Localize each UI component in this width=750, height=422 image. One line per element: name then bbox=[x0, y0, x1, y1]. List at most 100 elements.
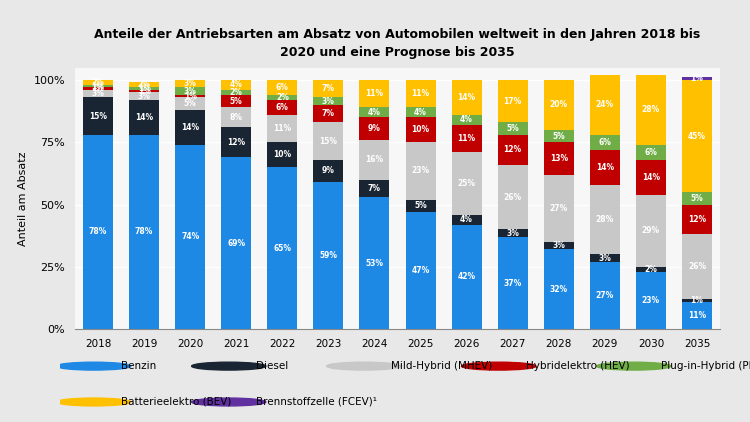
Bar bbox=[359, 117, 389, 140]
Bar bbox=[176, 87, 206, 95]
Text: 6%: 6% bbox=[276, 103, 289, 112]
Text: 14%: 14% bbox=[596, 163, 614, 172]
Text: 12%: 12% bbox=[688, 215, 706, 224]
Bar bbox=[267, 100, 297, 115]
Text: 11%: 11% bbox=[365, 89, 383, 98]
Bar bbox=[129, 90, 159, 92]
Bar bbox=[590, 75, 620, 135]
Text: 3%: 3% bbox=[598, 254, 611, 262]
Text: 3%: 3% bbox=[184, 79, 196, 88]
Bar bbox=[314, 160, 344, 182]
Bar bbox=[544, 80, 574, 130]
Bar bbox=[176, 110, 206, 145]
Text: 17%: 17% bbox=[503, 97, 522, 106]
Text: 5%: 5% bbox=[414, 201, 427, 210]
Text: Brennstoffzelle (FCEV)¹: Brennstoffzelle (FCEV)¹ bbox=[256, 397, 376, 407]
Bar bbox=[498, 165, 528, 230]
Text: 12%: 12% bbox=[227, 138, 245, 147]
Text: 27%: 27% bbox=[596, 291, 614, 300]
Text: 3%: 3% bbox=[138, 92, 151, 101]
Bar bbox=[682, 78, 712, 80]
Text: 14%: 14% bbox=[458, 93, 476, 102]
Text: 15%: 15% bbox=[89, 111, 107, 121]
Bar bbox=[636, 195, 666, 267]
Text: 1%: 1% bbox=[691, 74, 703, 83]
Circle shape bbox=[597, 362, 671, 370]
Text: 4%: 4% bbox=[414, 108, 427, 117]
Text: 13%: 13% bbox=[550, 154, 568, 163]
Bar bbox=[359, 80, 389, 107]
Text: 14%: 14% bbox=[135, 113, 153, 122]
Bar bbox=[314, 80, 344, 97]
Bar bbox=[498, 122, 528, 135]
Bar bbox=[221, 90, 251, 95]
Bar bbox=[682, 299, 712, 302]
Text: 1%: 1% bbox=[138, 87, 151, 96]
Text: 4%: 4% bbox=[460, 115, 473, 124]
Bar bbox=[452, 115, 482, 125]
Circle shape bbox=[57, 398, 130, 406]
Text: 28%: 28% bbox=[642, 106, 660, 114]
Text: Plug-in-Hybrid (PHEG): Plug-in-Hybrid (PHEG) bbox=[661, 361, 750, 371]
Text: 11%: 11% bbox=[688, 311, 706, 320]
Bar bbox=[359, 107, 389, 117]
Bar bbox=[314, 122, 344, 160]
Text: 4%: 4% bbox=[230, 81, 243, 89]
Text: 7%: 7% bbox=[322, 109, 335, 118]
Bar bbox=[314, 97, 344, 105]
Bar bbox=[176, 95, 206, 97]
Text: 7%: 7% bbox=[368, 184, 381, 193]
Bar bbox=[129, 87, 159, 90]
Title: Anteile der Antriebsarten am Absatz von Automobilen weltweit in den Jahren 2018 : Anteile der Antriebsarten am Absatz von … bbox=[94, 28, 700, 60]
Bar bbox=[682, 302, 712, 329]
Bar bbox=[544, 249, 574, 329]
Bar bbox=[682, 192, 712, 205]
Bar bbox=[636, 267, 666, 272]
Bar bbox=[221, 107, 251, 127]
Text: 25%: 25% bbox=[458, 179, 476, 188]
Bar bbox=[221, 95, 251, 107]
Text: 23%: 23% bbox=[642, 296, 660, 305]
Text: 37%: 37% bbox=[503, 279, 522, 287]
Bar bbox=[176, 97, 206, 110]
Bar bbox=[682, 235, 712, 299]
Text: 2%: 2% bbox=[644, 265, 657, 274]
Text: 3%: 3% bbox=[322, 97, 334, 106]
Circle shape bbox=[327, 362, 400, 370]
Text: 23%: 23% bbox=[412, 166, 430, 176]
Bar bbox=[406, 107, 436, 117]
Bar bbox=[176, 145, 206, 329]
Text: 1%: 1% bbox=[92, 84, 104, 93]
Text: 7%: 7% bbox=[322, 84, 335, 93]
Text: 14%: 14% bbox=[181, 123, 200, 132]
Bar bbox=[221, 80, 251, 90]
Text: 2%: 2% bbox=[230, 88, 243, 97]
Text: 24%: 24% bbox=[596, 100, 614, 109]
Text: 1%: 1% bbox=[691, 296, 703, 305]
Bar bbox=[636, 160, 666, 195]
Text: 28%: 28% bbox=[596, 215, 614, 224]
Text: 53%: 53% bbox=[365, 259, 383, 268]
Bar bbox=[636, 145, 666, 160]
Bar bbox=[406, 142, 436, 200]
Bar bbox=[359, 197, 389, 329]
Text: Hybridelektro (HEV): Hybridelektro (HEV) bbox=[526, 361, 629, 371]
Text: 3%: 3% bbox=[184, 87, 196, 96]
Text: 9%: 9% bbox=[322, 166, 334, 176]
Text: 47%: 47% bbox=[412, 266, 430, 275]
Bar bbox=[636, 75, 666, 145]
Bar bbox=[590, 185, 620, 254]
Text: 6%: 6% bbox=[598, 138, 611, 147]
Text: 78%: 78% bbox=[88, 227, 107, 236]
Bar bbox=[590, 135, 620, 150]
Text: Batterieelektro (BEV): Batterieelektro (BEV) bbox=[121, 397, 231, 407]
Text: 3%: 3% bbox=[92, 89, 104, 98]
Bar bbox=[267, 167, 297, 329]
Text: 29%: 29% bbox=[642, 226, 660, 235]
Bar bbox=[129, 92, 159, 100]
Text: 1%: 1% bbox=[184, 92, 196, 101]
Text: 5%: 5% bbox=[230, 97, 243, 106]
Bar bbox=[406, 200, 436, 212]
Bar bbox=[83, 90, 113, 97]
Bar bbox=[129, 135, 159, 329]
